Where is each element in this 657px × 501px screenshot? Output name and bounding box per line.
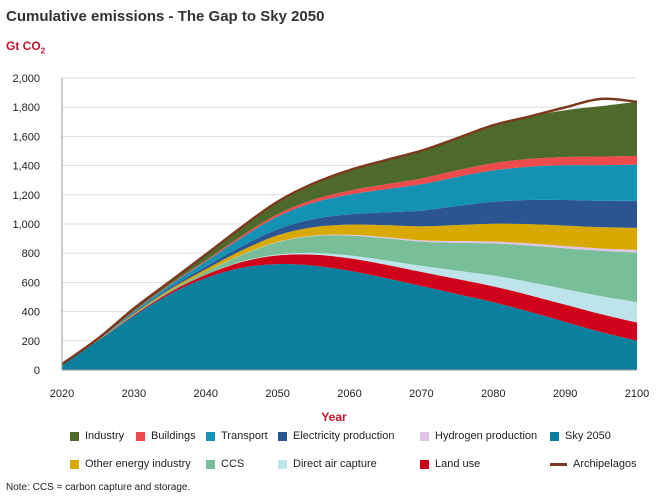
- legend-label: Hydrogen production: [435, 430, 538, 442]
- footnote: Note: CCS = carbon capture and storage.: [6, 482, 191, 493]
- x-tick-label: 2080: [481, 388, 505, 400]
- archipelagos-line: [61, 97, 638, 366]
- area-hydrogen-production: [62, 234, 637, 365]
- legend-item-archipelagos: Archipelagos: [550, 458, 637, 470]
- legend-label: Other energy industry: [85, 458, 191, 470]
- legend-label: Buildings: [151, 430, 196, 442]
- y-tick-label: 200: [22, 336, 40, 348]
- x-axis-label: Year: [321, 410, 347, 424]
- legend-swatch: [278, 459, 287, 469]
- legend-label: Sky 2050: [565, 430, 611, 442]
- y-tick-label: 2,000: [12, 73, 40, 85]
- stacked-areas: [62, 101, 637, 370]
- legend-item-hydrogen-production: Hydrogen production: [420, 430, 537, 442]
- legend-swatch: [420, 459, 429, 469]
- y-tick-label: 1,600: [12, 131, 40, 143]
- legend-label: Electricity production: [293, 430, 395, 442]
- area-electricity-production: [62, 199, 637, 365]
- legend-swatch: [136, 431, 145, 441]
- legend-label: Transport: [221, 430, 268, 442]
- x-tick-label: 2040: [194, 388, 218, 400]
- y-tick-label: 600: [22, 277, 40, 289]
- area-direct-air-capture: [62, 252, 637, 365]
- legend-item-land-use: Land use: [420, 458, 480, 470]
- legend-label: Industry: [85, 430, 125, 442]
- legend-item-transport: Transport: [206, 430, 268, 442]
- legend-swatch: [206, 459, 215, 469]
- y-tick-label: 1,200: [12, 190, 40, 202]
- legend-item-other-energy-industry: Other energy industry: [70, 458, 191, 470]
- legend-label: Archipelagos: [573, 458, 637, 470]
- y-tick-label: 1,000: [12, 219, 40, 231]
- area-land-use: [62, 254, 637, 365]
- x-tick-label: 2060: [337, 388, 361, 400]
- y-tick-label: 400: [22, 307, 40, 319]
- unit-subscript: 2: [40, 46, 46, 56]
- legend-item-direct-air-capture: Direct air capture: [278, 458, 377, 470]
- legend-swatch: [550, 431, 559, 441]
- x-tick-label: 2100: [625, 388, 649, 400]
- unit-main: Gt CO: [6, 39, 41, 53]
- area-ccs: [62, 235, 637, 365]
- legend-label: Land use: [435, 458, 481, 470]
- y-axis-unit: Gt CO2: [6, 39, 45, 55]
- y-tick-label: 0: [34, 365, 40, 377]
- legend-item-sky-2050: Sky 2050: [550, 430, 611, 442]
- y-tick-label: 1,400: [12, 161, 40, 173]
- x-tick-label: 2090: [553, 388, 577, 400]
- y-tick-label: 800: [22, 248, 40, 260]
- x-tick-label: 2050: [265, 388, 289, 400]
- x-tick-label: 2020: [50, 388, 74, 400]
- y-tick-label: 1,800: [12, 102, 40, 114]
- area-industry: [62, 101, 637, 365]
- legend: Industry Buildings Transport Electricity pr…: [0, 424, 657, 474]
- legend-swatch: [70, 459, 79, 469]
- legend-swatch: [278, 431, 287, 441]
- legend-item-electricity-production: Electricity production: [278, 430, 395, 442]
- legend-label: CCS: [221, 458, 245, 470]
- legend-swatch: [206, 431, 215, 441]
- legend-label: Direct air capture: [293, 458, 377, 470]
- legend-swatch: [550, 462, 567, 466]
- x-tick-label: 2070: [409, 388, 433, 400]
- legend-swatch: [70, 431, 79, 441]
- x-tick-label: 2030: [122, 388, 146, 400]
- axes: 2020 2030 2040 2050 2060 2070 2080 2090 2100: [50, 78, 649, 400]
- area-transport: [62, 164, 637, 365]
- legend-swatch: [420, 431, 429, 441]
- area-other-energy-industry: [62, 223, 637, 365]
- emissions-area-chart: 0 200 400 600 800 1,000 1,200 1,400 1,600 1,800 2,…: [12, 73, 649, 424]
- legend-item-buildings: Buildings: [136, 430, 196, 442]
- archipelagos-line-group: [61, 97, 638, 366]
- chart-title: Cumulative emissions - The Gap to Sky 20…: [6, 8, 325, 25]
- legend-item-ccs: CCS: [206, 458, 244, 470]
- area-sky-2050: [62, 264, 637, 370]
- legend-item-industry: Industry: [70, 430, 124, 442]
